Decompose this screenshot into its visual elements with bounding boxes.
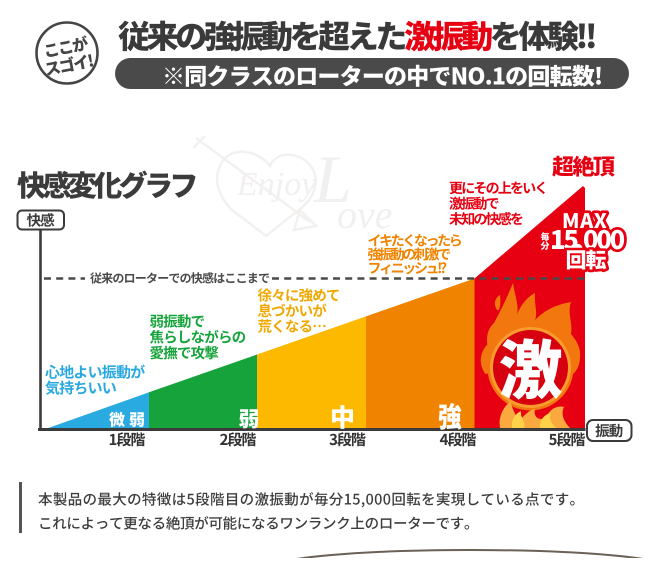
svg-text:ove: ove — [337, 192, 393, 237]
svg-text:Enjoy: Enjoy — [236, 166, 317, 203]
svg-text:L: L — [313, 141, 352, 217]
